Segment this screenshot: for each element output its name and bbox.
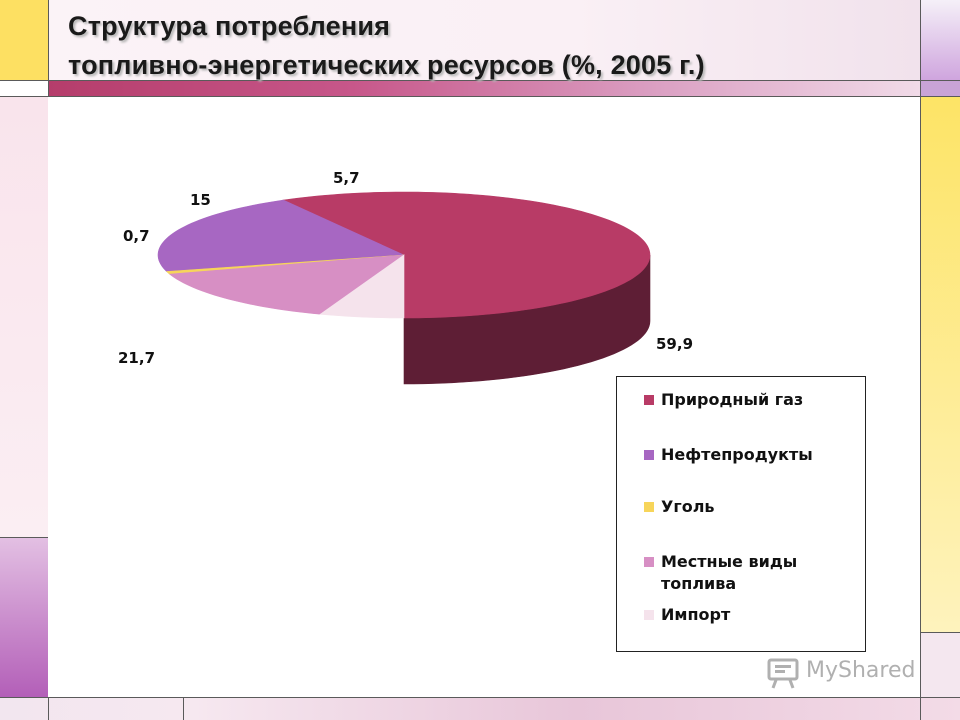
grid-line-bottom — [0, 697, 960, 698]
data-label-уголь: 0,7 — [123, 227, 150, 245]
presentation-board-icon — [767, 658, 799, 689]
pie-slice-импорт — [319, 254, 405, 319]
grid-line-top — [0, 80, 960, 81]
legend-swatch — [644, 610, 654, 620]
pie-slice-природный-газ — [282, 191, 651, 319]
legend-label: Нефтепродукты — [661, 445, 813, 464]
legend-swatch — [644, 502, 654, 512]
grid-line-bottom-strip — [183, 697, 184, 720]
data-label-природный-газ: 59,9 — [656, 335, 693, 353]
watermark: MyShared — [766, 656, 926, 690]
legend-label: Местные виды топлива — [661, 552, 798, 593]
slide-title-line-1: Структура потребления — [68, 11, 391, 41]
deco-block-right-bottom — [920, 632, 960, 697]
data-label-импорт: 5,7 — [333, 169, 360, 187]
title-area-background — [48, 0, 920, 80]
deco-block-purple-bottom-left — [0, 537, 48, 697]
data-label-нефтепродукты: 21,7 — [118, 349, 155, 367]
legend-label: Импорт — [661, 605, 731, 624]
grid-line-mid — [0, 96, 960, 97]
deco-block-bottom-strip — [0, 697, 960, 720]
watermark-text: MyShared — [806, 658, 916, 683]
pie-slice-местные-виды-топлива — [168, 254, 406, 315]
deco-block-yellow-right — [920, 97, 960, 632]
legend-swatch — [644, 450, 654, 460]
legend-swatch — [644, 395, 654, 405]
legend-label: Природный газ — [661, 390, 804, 409]
deco-block-pink-left — [0, 97, 48, 537]
slide-title-line-2: топливно-энергетических ресурсов (%, 200… — [68, 50, 705, 80]
data-label-местные-виды-топлива: 15 — [190, 191, 211, 209]
title-underline-bar — [48, 80, 920, 97]
deco-block-right-strip — [920, 80, 960, 97]
legend-swatch — [644, 557, 654, 567]
pie-slice-нефтепродукты — [157, 199, 405, 272]
chart-legend: Природный газ Нефтепродукты Уголь Местные в… — [616, 376, 866, 652]
grid-line-right — [920, 0, 921, 720]
grid-line-left-mid — [0, 537, 48, 538]
grid-line-right-mid — [920, 632, 960, 633]
deco-block-right-top — [920, 0, 960, 80]
deco-block-yellow-top-left — [0, 0, 48, 80]
legend-label: Уголь — [661, 497, 715, 516]
